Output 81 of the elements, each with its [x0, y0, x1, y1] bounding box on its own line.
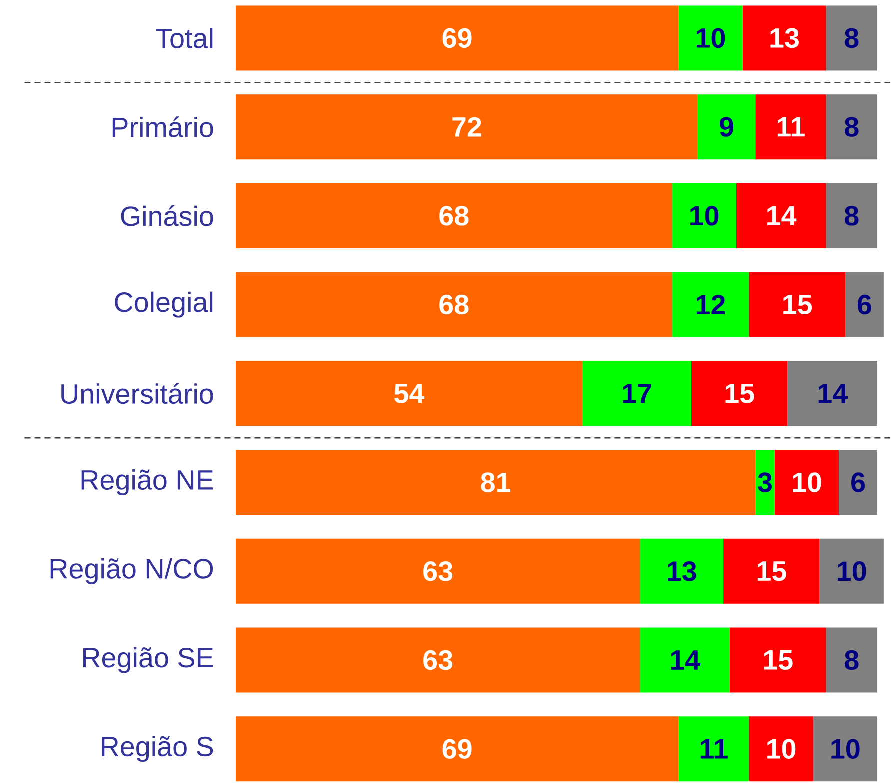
- bar: [730, 628, 826, 693]
- data-label: 72: [452, 117, 482, 137]
- data-label: 68: [440, 206, 469, 226]
- bar: [698, 94, 756, 160]
- data-label: 14: [671, 650, 700, 670]
- data-label: 10: [838, 562, 866, 582]
- data-label: 10: [696, 28, 726, 48]
- data-label: 15: [784, 295, 812, 315]
- bar: [839, 450, 878, 516]
- bar: [236, 272, 672, 338]
- y-tick-label: Região S: [102, 736, 214, 762]
- data-label: 11: [700, 740, 728, 759]
- data-label: 6: [852, 472, 866, 492]
- bar: [672, 272, 750, 338]
- data-label: 15: [726, 384, 754, 404]
- bar: [845, 272, 884, 338]
- bar: [236, 538, 640, 604]
- data-label: 14: [768, 206, 797, 226]
- bar: [756, 94, 826, 160]
- bar: [640, 538, 724, 604]
- data-label: 10: [793, 472, 822, 492]
- data-label: 15: [758, 562, 786, 582]
- data-label: 8: [844, 650, 859, 670]
- data-label: 12: [696, 295, 726, 315]
- bar: [724, 538, 820, 604]
- bar: [756, 450, 775, 516]
- data-label: 6: [858, 294, 872, 315]
- data-label: 14: [818, 384, 848, 404]
- y-tick-label: Região SE: [83, 647, 214, 674]
- bar: [236, 628, 640, 693]
- data-label: 17: [623, 384, 652, 404]
- bar: [736, 183, 826, 248]
- bar: [678, 6, 743, 71]
- data-label: 3: [758, 472, 772, 492]
- y-tick-label: Colegial: [115, 292, 213, 318]
- y-tick-label: Ginásio: [121, 206, 214, 226]
- bar: [582, 361, 692, 426]
- data-label: 54: [394, 384, 425, 404]
- data-label: 69: [442, 739, 472, 760]
- data-label: 13: [668, 562, 696, 582]
- data-label: 8: [844, 28, 859, 48]
- bar: [813, 716, 878, 782]
- bar: [826, 628, 878, 693]
- bar: [826, 6, 878, 71]
- data-label: 8: [844, 117, 859, 137]
- bar: [691, 361, 788, 426]
- bar: [640, 628, 730, 693]
- y-tick-label: Total: [156, 28, 213, 48]
- bar: [236, 183, 672, 248]
- data-label: 11: [778, 118, 805, 137]
- data-label: 13: [770, 28, 799, 48]
- bar: [236, 361, 582, 426]
- bar: [788, 361, 878, 426]
- bar: [672, 183, 736, 248]
- data-label: 10: [768, 739, 796, 760]
- bar: [236, 450, 756, 516]
- bar: [236, 94, 698, 160]
- bar: [826, 94, 878, 160]
- bar: [749, 272, 846, 338]
- bar: [678, 716, 750, 782]
- data-label: 10: [832, 739, 860, 760]
- bar: [236, 6, 679, 71]
- data-label: 63: [424, 650, 453, 670]
- y-tick-label: Primário: [112, 116, 214, 138]
- bar: [826, 183, 878, 248]
- data-label: 15: [764, 650, 793, 670]
- data-label: 68: [440, 294, 469, 315]
- data-label: 81: [481, 472, 511, 492]
- data-label: 69: [442, 28, 472, 48]
- y-tick-label: Universitário: [62, 383, 214, 404]
- bar: [820, 538, 884, 604]
- y-tick-label: Região N/CO: [50, 558, 214, 584]
- data-label: 8: [844, 206, 859, 226]
- data-label: 63: [424, 562, 453, 582]
- bar: [742, 6, 826, 71]
- data-label: 9: [720, 117, 734, 137]
- bar: [774, 450, 840, 516]
- bar: [236, 716, 679, 782]
- y-tick-label: Região NE: [82, 470, 214, 496]
- bar: [749, 716, 814, 782]
- data-label: 10: [690, 206, 719, 226]
